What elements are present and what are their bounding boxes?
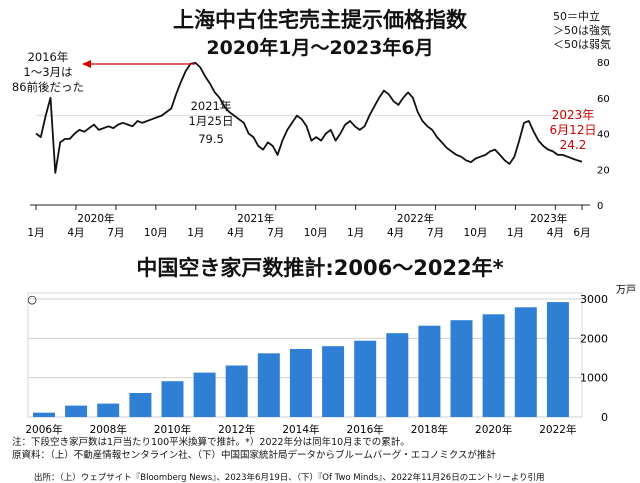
line-chart-subtitle: 2020年1月〜2023年6月 (206, 37, 434, 59)
annotation-latest: 24.2 (560, 138, 587, 152)
bar-x-tick-label: 2008年 (90, 423, 127, 436)
source-line: 出所：（上）ウェブサイト『Bloomberg News』、2023年6月19日、… (34, 473, 545, 483)
bar-x-tick-label: 2022年 (539, 423, 576, 436)
line-year-label: 2022年 (397, 212, 434, 225)
annotation-latest: 6月12日 (550, 123, 597, 137)
line-x-tick-label: 4月 (387, 227, 404, 239)
bar-y-tick-label: 2000 (580, 332, 608, 345)
bar-y-tick-label: 3000 (580, 293, 608, 306)
line-x-tick-label: 1月 (27, 227, 44, 239)
legend-bullish: ＞50は強気 (553, 24, 611, 37)
annotation-peak: 1月25日 (189, 114, 234, 128)
bar-2017年 (386, 333, 409, 417)
line-year-label: 2023年 (530, 212, 567, 225)
line-y-tick-label: 40 (597, 130, 610, 141)
bar-2008年 (97, 403, 120, 417)
bar-x-tick-label: 2018年 (411, 423, 448, 436)
bar-2011年 (193, 372, 216, 417)
bar-y-tick-label: 0 (601, 411, 608, 424)
line-year-label: 2021年 (237, 212, 274, 225)
bar-2012年 (225, 365, 248, 417)
line-x-tick-label: 7月 (427, 227, 444, 239)
annotation-2016: 1〜3月は (23, 65, 72, 79)
bar-x-tick-label: 2020年 (475, 423, 512, 436)
note-line-1: 注：下段空き家戸数は1戸当たり100平米換算で推計。*）2022年分は同年10月… (12, 437, 410, 448)
line-x-tick-label: 1月 (187, 227, 204, 239)
legend-bearish: ＜50は弱気 (553, 38, 611, 51)
annotation-2016: 86前後だった (12, 80, 84, 94)
line-x-tick-label: 1月 (507, 227, 524, 239)
line-x-tick-label: 7月 (267, 227, 284, 239)
bar-2009年 (129, 393, 152, 417)
annotation-arrow-head (82, 60, 91, 68)
line-x-tick-label: 10月 (304, 227, 328, 239)
bar-2018年 (418, 325, 441, 417)
bar-x-tick-label: 2006年 (25, 423, 62, 436)
line-x-tick-label: 1月 (347, 227, 364, 239)
bar-2007年 (65, 405, 88, 417)
bar-2006年 (33, 412, 55, 417)
bar-x-tick-label: 2014年 (282, 423, 319, 436)
bar-2019年 (450, 320, 473, 417)
line-x-tick-label: 10月 (464, 227, 488, 239)
line-x-tick-label: 4月 (227, 227, 244, 239)
line-chart: 0 20 40 60 80 1月 4月 7月 10月 1月 4月 7月 10月 1月 4月 7月 10月 1月 4月… (12, 50, 610, 239)
annotation-latest: 2023年 (552, 108, 595, 122)
index-series-line (35, 62, 583, 174)
bar-2021年 (514, 307, 537, 417)
line-x-tick-label: 4月 (547, 227, 564, 239)
bar-2020年 (482, 314, 505, 417)
bar-chart-title: 中国空き家戸数推計:2006〜2022年* (136, 256, 504, 280)
note-line-2: 原資料：（上）不動産情報センタライン社、（下）中国国家統計局データからブルームバ… (12, 450, 496, 461)
bar-2016年 (354, 340, 377, 417)
bar-x-tick-label: 2016年 (347, 423, 384, 436)
bar-2014年 (289, 349, 312, 417)
line-x-tick-label: 7月 (107, 227, 124, 239)
legend-neutral: 50＝中立 (553, 10, 600, 23)
line-y-tick-label: 80 (597, 58, 610, 69)
bar-x-tick-label: 2012年 (218, 423, 255, 436)
line-x-tick-label: 4月 (67, 227, 84, 239)
bar-2013年 (257, 353, 280, 417)
annotation-peak: 2021年 (191, 99, 232, 113)
line-y-tick-label: 20 (597, 165, 610, 176)
bar-2022年 (546, 302, 569, 417)
line-x-tick-label: 6月 (573, 227, 590, 239)
line-y-tick-label: 0 (597, 201, 603, 212)
bar-x-tick-label: 2010年 (154, 423, 191, 436)
line-x-tick-label: 10月 (144, 227, 168, 239)
bar-marker-symbol: ○ (27, 293, 37, 306)
bar-y-tick-label: 1000 (580, 372, 608, 385)
line-year-label: 2020年 (77, 212, 114, 225)
annotation-peak: 79.5 (198, 132, 224, 146)
bar-chart: 0 1000 2000 3000 万戸 ○ 2006年 2008年 2010年 2012年 2014… (25, 284, 636, 436)
sentiment-legend: 50＝中立 ＞50は強気 ＜50は弱気 (553, 10, 611, 52)
line-chart-title: 上海中古住宅売主提示価格指数 (173, 8, 467, 32)
bar-2010年 (161, 381, 184, 417)
annotation-2016: 2016年 (28, 50, 69, 64)
bar-unit-label: 万戸 (616, 284, 636, 296)
line-y-tick-label: 60 (597, 94, 610, 105)
bar-2015年 (322, 346, 345, 417)
